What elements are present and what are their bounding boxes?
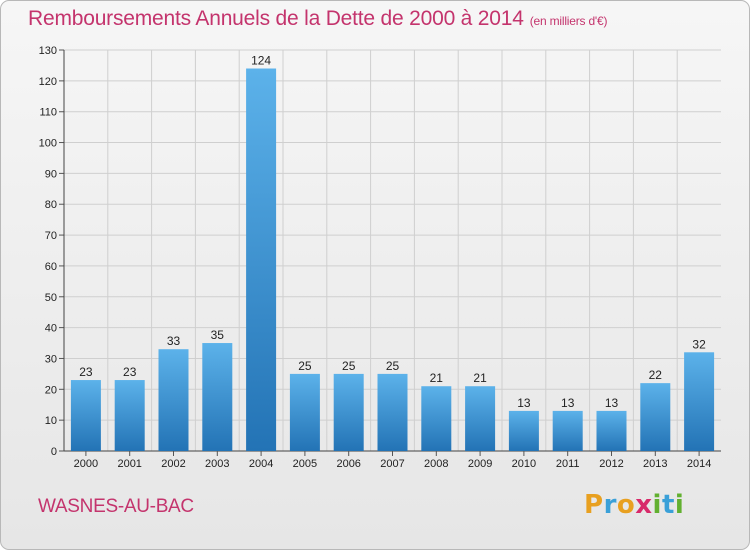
commune-name: WASNES-AU-BAC [38, 496, 194, 517]
bar [289, 373, 320, 451]
x-tick-label: 2008 [424, 458, 448, 470]
x-tick-label: 2013 [643, 458, 667, 470]
y-tick-label: 100 [39, 138, 57, 150]
bar [377, 373, 408, 451]
y-tick-label: 80 [45, 199, 57, 211]
bar [70, 380, 101, 451]
y-tick-label: 110 [39, 107, 57, 119]
logo-letter: i [652, 490, 662, 520]
data-label: 33 [167, 334, 181, 348]
y-tick-label: 70 [45, 230, 57, 242]
chart-subtitle: (en milliers d'€) [529, 14, 608, 28]
bar [202, 343, 233, 451]
y-tick-label: 40 [45, 323, 57, 335]
x-tick-label: 2009 [468, 458, 492, 470]
data-label: 124 [251, 54, 271, 68]
y-tick-label: 10 [45, 415, 57, 427]
logo-letter: i [674, 490, 685, 520]
bars [70, 68, 715, 451]
data-label: 25 [386, 359, 400, 373]
bar [640, 383, 671, 451]
x-tick-label: 2011 [556, 458, 580, 470]
chart-title-text: Remboursements Annuels de la Dette de 20… [28, 7, 524, 30]
bar [421, 386, 452, 451]
x-tick-label: 2014 [687, 458, 711, 470]
y-tick-label: 90 [45, 168, 57, 180]
data-label: 21 [473, 371, 487, 385]
labels: 0 10 20 30 40 50 60 70 80 90 100 110 120 130 23 2000 23 2… [39, 45, 712, 470]
x-tick-label: 2001 [117, 458, 141, 470]
chart-title: Remboursements Annuels de la Dette de 20… [28, 7, 607, 31]
data-label: 25 [342, 359, 356, 373]
y-tick-label: 60 [45, 261, 57, 273]
logo-letter: t [661, 490, 675, 520]
x-tick-label: 2000 [74, 458, 98, 470]
y-tick-label: 30 [45, 353, 57, 365]
x-tick-label: 2004 [249, 458, 273, 470]
grid-lines [64, 49, 721, 451]
data-label: 13 [605, 396, 619, 410]
y-tick-label: 130 [39, 45, 57, 57]
y-tick-label: 120 [39, 76, 57, 88]
data-label: 13 [517, 396, 531, 410]
data-label: 21 [430, 371, 444, 385]
bar [596, 410, 627, 451]
y-tick-label: 0 [51, 446, 57, 458]
x-tick-label: 2006 [336, 458, 360, 470]
logo-letter: P [584, 490, 604, 520]
bar [158, 349, 189, 451]
x-tick-label: 2002 [161, 458, 185, 470]
data-label: 22 [649, 368, 663, 382]
bar [114, 380, 145, 451]
bar [465, 386, 496, 451]
bar [684, 352, 715, 451]
bar [246, 68, 277, 451]
logo-letter: r [603, 490, 617, 520]
y-tick-label: 50 [45, 292, 57, 304]
data-label: 13 [561, 396, 575, 410]
y-tick-label: 20 [45, 384, 57, 396]
proxiti-logo[interactable]: Proxiti [584, 490, 684, 520]
data-label: 35 [211, 328, 225, 342]
bar [333, 373, 364, 451]
data-label: 23 [79, 365, 93, 379]
x-tick-label: 2012 [599, 458, 623, 470]
data-label: 25 [298, 359, 312, 373]
bar [552, 410, 583, 451]
x-tick-label: 2007 [380, 458, 404, 470]
logo-letter: x [635, 490, 653, 520]
x-tick-label: 2010 [512, 458, 536, 470]
x-tick-label: 2003 [205, 458, 229, 470]
bar [508, 410, 539, 451]
x-tick-label: 2005 [293, 458, 317, 470]
data-label: 23 [123, 365, 137, 379]
logo-letter: o [616, 490, 636, 520]
data-label: 32 [692, 337, 706, 351]
